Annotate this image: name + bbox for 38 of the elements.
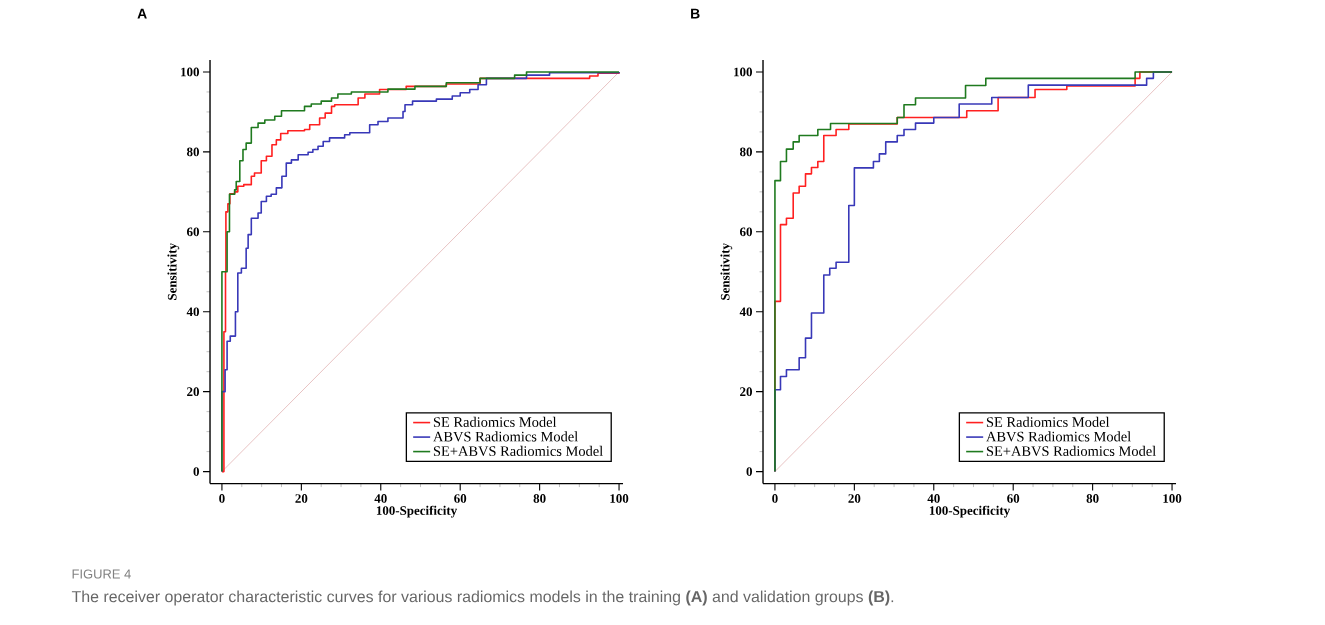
y-tick-label: 40 bbox=[186, 307, 200, 317]
y-tick-label: 40 bbox=[739, 307, 753, 317]
x-tick-label: 80 bbox=[1086, 494, 1099, 503]
caption: FIGURE 4 bbox=[72, 569, 131, 579]
y-tick-label: 100 bbox=[734, 67, 753, 77]
y-tick-label: 0 bbox=[193, 467, 200, 476]
x-axis-title: 100-Specificity bbox=[929, 505, 1011, 518]
y-tick-label: 80 bbox=[186, 147, 200, 157]
legend-label: SE Radiomics Model bbox=[433, 416, 557, 427]
x-tick-label: 20 bbox=[295, 494, 308, 503]
y-tick-label: 80 bbox=[739, 147, 753, 157]
chart-title: A bbox=[137, 8, 147, 19]
legend-label: ABVS Radiomics Model bbox=[986, 431, 1131, 442]
x-tick-label: 80 bbox=[533, 494, 546, 503]
text: The receiver operator characteristic curves for various radiomics models in the training (A) and validation groups (B). bbox=[71, 590, 894, 606]
y-axis-title: Sensitivity bbox=[720, 243, 733, 300]
y-tick-label: 100 bbox=[181, 67, 199, 77]
y-tick-label: 20 bbox=[187, 387, 200, 397]
legend-label: ABVS Radiomics Model bbox=[433, 431, 578, 442]
x-tick-label: 0 bbox=[772, 494, 778, 503]
y-tick-label: 0 bbox=[746, 467, 753, 476]
x-tick-label: 0 bbox=[219, 494, 225, 503]
y-tick-label: 20 bbox=[740, 387, 753, 397]
y-tick-label: 60 bbox=[186, 227, 200, 237]
x-tick-label: 100 bbox=[610, 494, 629, 503]
legend-label: SE+ABVS Radiomics Model bbox=[986, 445, 1156, 457]
x-axis-title: 100-Specificity bbox=[376, 505, 458, 518]
legend-label: SE+ABVS Radiomics Model bbox=[433, 445, 603, 457]
x-tick-label: 40 bbox=[927, 494, 940, 503]
x-tick-label: 40 bbox=[374, 494, 387, 503]
x-tick-label: 20 bbox=[848, 494, 861, 503]
x-tick-label: 60 bbox=[454, 494, 467, 503]
x-tick-label: 60 bbox=[1007, 494, 1020, 503]
y-axis-title: Sensitivity bbox=[167, 243, 180, 300]
x-tick-label: 100 bbox=[1163, 494, 1182, 503]
chart-title: B bbox=[691, 8, 700, 19]
legend-label: SE Radiomics Model bbox=[986, 416, 1110, 427]
y-tick-label: 60 bbox=[739, 227, 753, 237]
